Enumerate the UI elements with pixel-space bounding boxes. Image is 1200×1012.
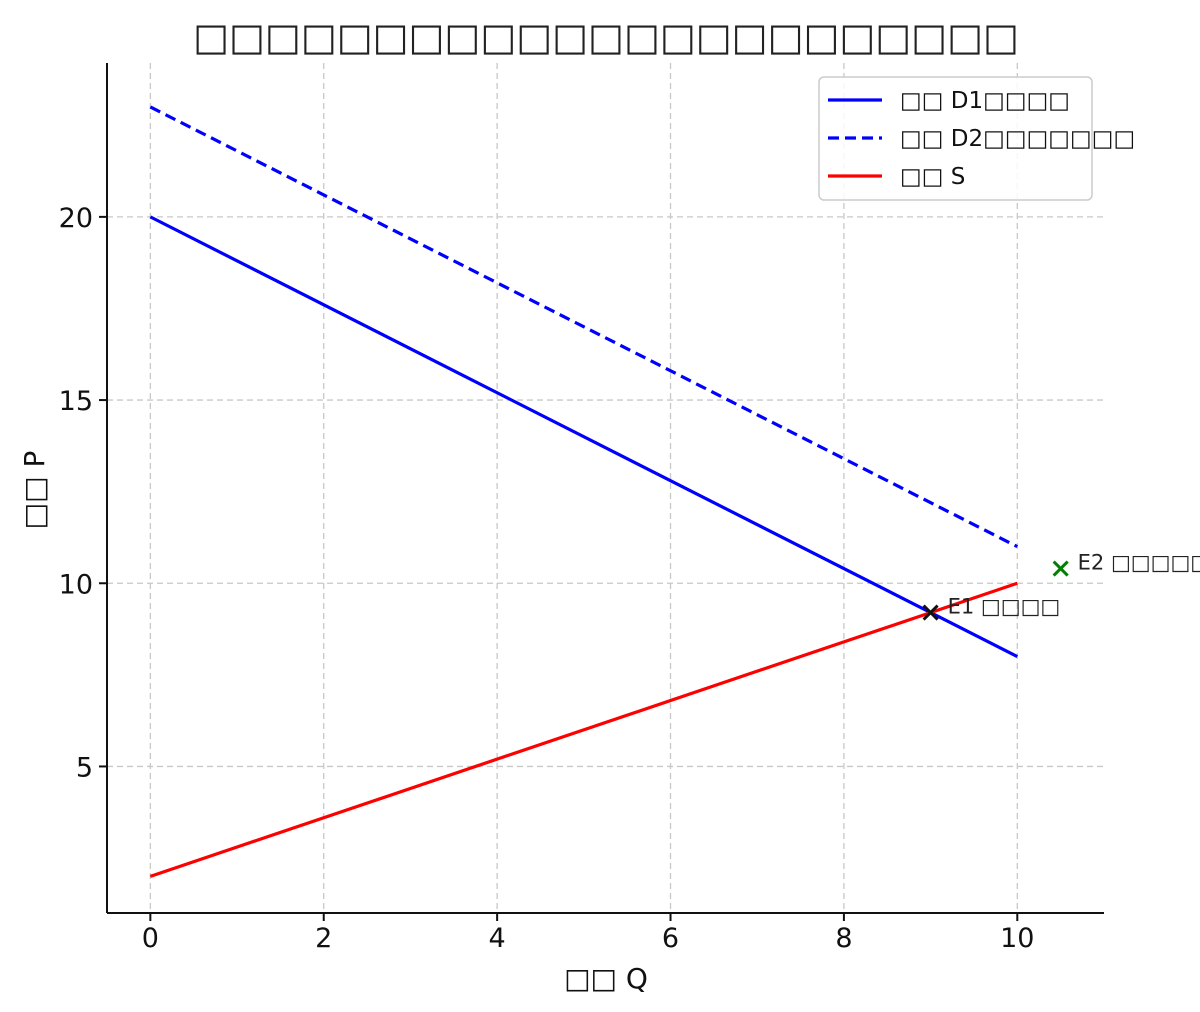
x-tick-label: 2 [315, 923, 332, 954]
y-tick-label: 10 [59, 569, 93, 600]
chart-title: □□□□□□□□□□□□□□□□□□□□□□□ [193, 15, 1019, 59]
x-axis-label: □□ Q [564, 962, 648, 995]
x-tick-label: 4 [489, 923, 506, 954]
legend-box [818, 76, 1093, 201]
y-axis-label: □□ P [18, 451, 51, 530]
series-line-2 [149, 105, 1019, 549]
x-tick-label: 8 [835, 923, 852, 954]
point-marker-stroke [922, 604, 939, 621]
x-tick-label: 10 [1000, 923, 1034, 954]
tick-labels: 0 2 4 6 8 10 5 10 15 20 [59, 203, 1035, 954]
point-label-1: E1 □□□□ [948, 595, 1061, 619]
legend-label-2: □□ D2□□□□□□□ [900, 126, 1135, 152]
equilibrium-points: E1 □□□□ E2 □□□□□ [922, 551, 1200, 621]
point-marker-2 [1052, 560, 1069, 577]
legend: □□ D1□□□□ □□ D2□□□□□□□ □□ S [818, 76, 1135, 201]
series-line-3 [149, 581, 1018, 878]
y-tick-label: 5 [76, 752, 93, 783]
point-marker-1 [922, 604, 939, 621]
axes [106, 63, 1104, 914]
legend-label-1: □□ D1□□□□ [900, 88, 1070, 114]
y-tick-label: 15 [59, 386, 93, 417]
series-lines [149, 105, 1019, 878]
y-tick-label: 20 [59, 203, 93, 234]
x-tick-label: 6 [662, 923, 679, 954]
grid-lines [107, 63, 1104, 913]
legend-label-3: □□ S [900, 164, 965, 190]
point-marker-stroke [1052, 560, 1069, 577]
x-tick-label: 0 [142, 923, 159, 954]
point-label-2: E2 □□□□□ [1078, 551, 1200, 575]
series-line-1 [149, 215, 1019, 658]
